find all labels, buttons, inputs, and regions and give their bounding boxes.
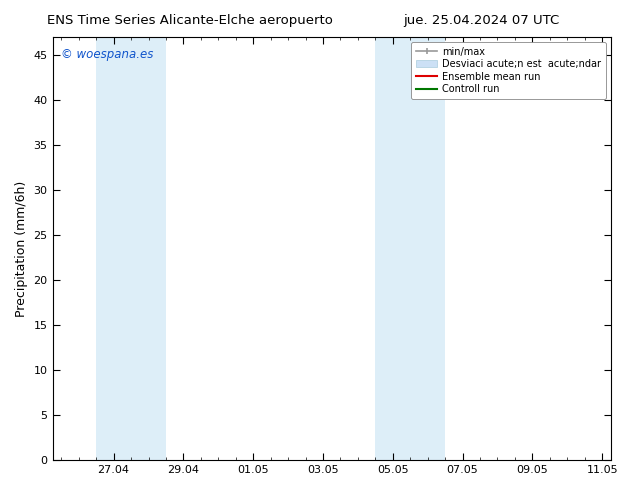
- Text: © woespana.es: © woespana.es: [61, 48, 153, 61]
- Bar: [375, 37, 445, 460]
- Bar: [96, 37, 166, 460]
- Text: ENS Time Series Alicante-Elche aeropuerto: ENS Time Series Alicante-Elche aeropuert…: [48, 14, 333, 27]
- Y-axis label: Precipitation (mm/6h): Precipitation (mm/6h): [15, 180, 28, 317]
- Text: jue. 25.04.2024 07 UTC: jue. 25.04.2024 07 UTC: [404, 14, 560, 27]
- Legend: min/max, Desviaci acute;n est  acute;ndar, Ensemble mean run, Controll run: min/max, Desviaci acute;n est acute;ndar…: [411, 42, 606, 99]
